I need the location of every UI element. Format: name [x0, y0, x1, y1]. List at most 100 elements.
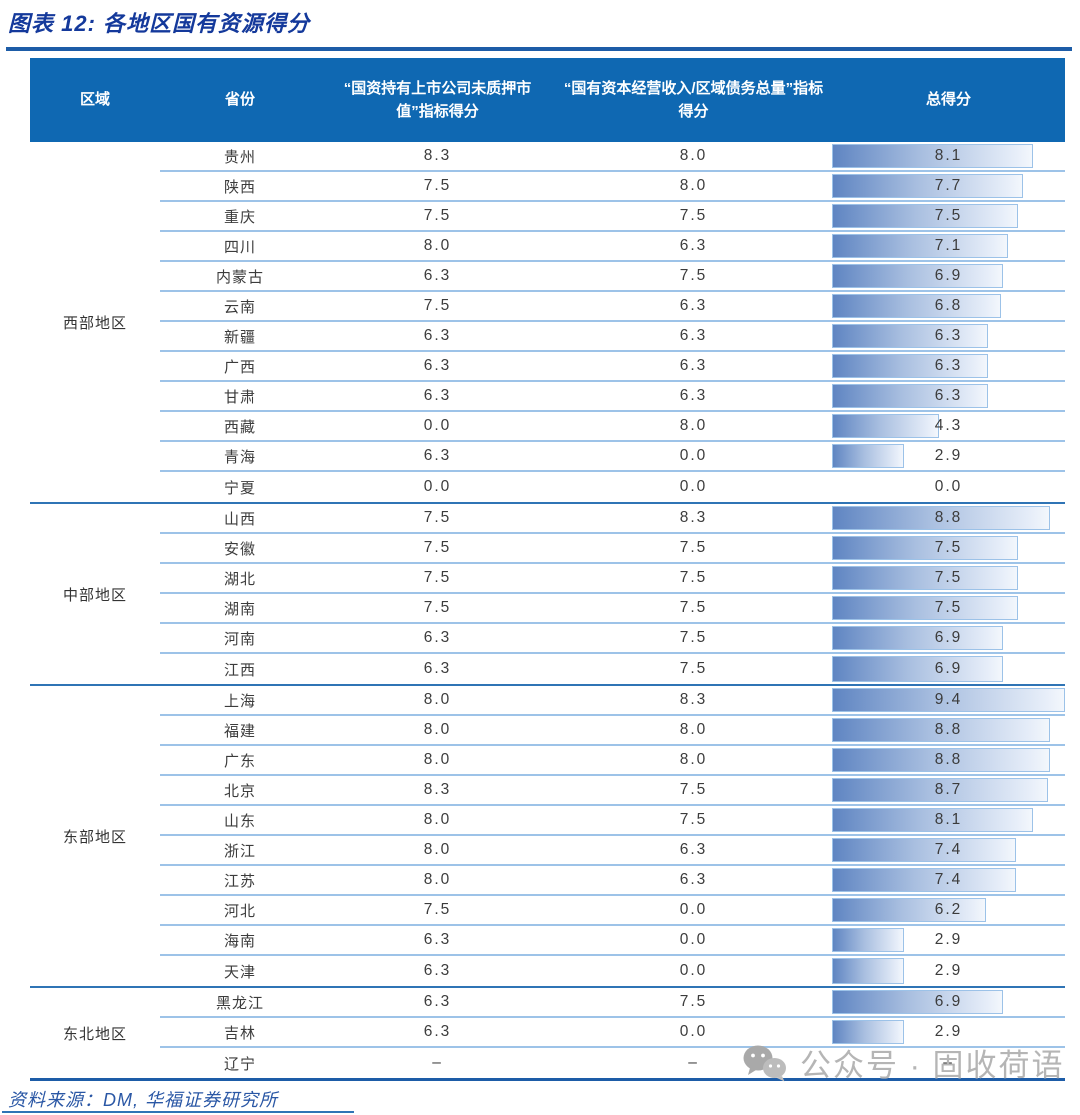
score2-cell: 8.0 [679, 177, 708, 194]
score1-cell: 8.3 [423, 147, 452, 164]
table-row: 湖南 7.5 7.5 7.5 [160, 594, 1065, 624]
score2-cell: 7.5 [679, 993, 708, 1010]
total-score-bar [832, 748, 1051, 772]
score1-cell: 7.5 [423, 569, 452, 586]
score2-cell: 6.3 [679, 841, 708, 858]
total-score-bar [832, 144, 1033, 168]
region-rows: 上海 8.0 8.3 9.4 福建 8.0 8.0 8.8 广东 8.0 8.0… [160, 686, 1065, 986]
score1-cell: 6.3 [423, 267, 452, 284]
score2-cell: 7.5 [679, 539, 708, 556]
province-cell: 四川 [223, 238, 256, 256]
table-header-row: 区域 省份 “国资持有上市公司未质押市值”指标得分 “国有资本经营收入/区域债务… [30, 58, 1065, 142]
total-value: 8.1 [934, 147, 963, 164]
score1-cell: 7.5 [423, 901, 452, 918]
total-value: 6.3 [934, 387, 963, 404]
header-total: 总得分 [925, 91, 971, 109]
table-row: 江西 6.3 7.5 6.9 [160, 654, 1065, 684]
score1-cell: 7.5 [423, 177, 452, 194]
total-value: 2.9 [934, 447, 963, 464]
table-row: 西藏 0.0 8.0 4.3 [160, 412, 1065, 442]
score2-cell: 0.0 [679, 931, 708, 948]
total-value: 7.5 [934, 539, 963, 556]
total-score-bar [832, 444, 904, 468]
total-score-bar [832, 324, 989, 348]
total-cell: 6.8 [832, 292, 1065, 320]
region-rows: 贵州 8.3 8.0 8.1 陕西 7.5 8.0 7.7 重庆 7.5 7.5… [160, 142, 1065, 502]
total-cell: 6.9 [832, 654, 1065, 684]
total-cell: 8.1 [832, 806, 1065, 834]
province-cell: 陕西 [223, 178, 256, 196]
score1-cell: 8.0 [423, 841, 452, 858]
total-value: 6.3 [934, 327, 963, 344]
total-value: 6.9 [934, 629, 963, 646]
score2-cell: 6.3 [679, 327, 708, 344]
province-cell: 福建 [223, 722, 256, 740]
total-score-bar [832, 718, 1051, 742]
total-value: 8.8 [934, 751, 963, 768]
total-score-bar [832, 234, 1009, 258]
score2-cell: 7.5 [679, 599, 708, 616]
table-row: 宁夏 0.0 0.0 0.0 [160, 472, 1065, 502]
header-score1: “国资持有上市公司未质押市值”指标得分 [343, 79, 532, 120]
table-row: 海南 6.3 0.0 2.9 [160, 926, 1065, 956]
table-row: 福建 8.0 8.0 8.8 [160, 716, 1065, 746]
score1-cell: 6.3 [423, 629, 452, 646]
province-cell: 河北 [223, 902, 256, 920]
total-score-bar [832, 778, 1048, 802]
header-score2: “国有资本经营收入/区域债务总量”指标得分 [563, 79, 824, 120]
total-score-bar [832, 536, 1018, 560]
total-cell: 8.8 [832, 746, 1065, 774]
total-value: 6.9 [934, 267, 963, 284]
score2-cell: 7.5 [679, 781, 708, 798]
score2-cell: 8.0 [679, 417, 708, 434]
score1-cell: 8.0 [423, 721, 452, 738]
total-cell: 6.9 [832, 262, 1065, 290]
score1-cell: 6.3 [423, 1023, 452, 1040]
score2-cell: – [688, 1054, 699, 1071]
province-cell: 湖南 [223, 600, 256, 618]
watermark-text: 公众号 · 固收荷语 [800, 1048, 1065, 1083]
province-cell: 江西 [223, 661, 256, 679]
total-value: 0.0 [934, 478, 963, 495]
table-row: 青海 6.3 0.0 2.9 [160, 442, 1065, 472]
score2-cell: 8.0 [679, 751, 708, 768]
score1-cell: 6.3 [423, 357, 452, 374]
table-row: 湖北 7.5 7.5 7.5 [160, 564, 1065, 594]
table-row: 辽宁 – – – [160, 1048, 1065, 1078]
score1-cell: 0.0 [423, 417, 452, 434]
total-value: 7.4 [934, 871, 963, 888]
province-cell: 湖北 [223, 570, 256, 588]
province-cell: 上海 [223, 692, 256, 710]
province-cell: 浙江 [223, 842, 256, 860]
wechat-icon [743, 1045, 786, 1081]
total-value: 8.8 [934, 509, 963, 526]
province-cell: 北京 [223, 782, 256, 800]
score1-cell: 6.3 [423, 327, 452, 344]
score2-cell: 7.5 [679, 660, 708, 677]
total-score-bar [832, 990, 1004, 1014]
province-cell: 宁夏 [223, 479, 256, 497]
score1-cell: 6.3 [423, 962, 452, 979]
total-value: 6.3 [934, 357, 963, 374]
total-value: 2.9 [934, 962, 963, 979]
table-row: 天津 6.3 0.0 2.9 [160, 956, 1065, 986]
table-body: 西部地区 贵州 8.3 8.0 8.1 陕西 7.5 8.0 7.7 重庆 7.… [30, 142, 1065, 1078]
total-value: 6.9 [934, 660, 963, 677]
total-value: 8.7 [934, 781, 963, 798]
region-label: 东部地区 [62, 828, 127, 846]
score2-cell: 0.0 [679, 901, 708, 918]
score2-cell: 8.3 [679, 509, 708, 526]
table-row: 云南 7.5 6.3 6.8 [160, 292, 1065, 322]
score1-cell: 0.0 [423, 478, 452, 495]
total-cell: 6.3 [832, 382, 1065, 410]
total-score-bar [832, 868, 1016, 892]
region-label: 东北地区 [62, 1025, 127, 1043]
table-row: 新疆 6.3 6.3 6.3 [160, 322, 1065, 352]
score2-cell: 6.3 [679, 297, 708, 314]
score2-cell: 6.3 [679, 237, 708, 254]
score1-cell: 6.3 [423, 660, 452, 677]
province-cell: 重庆 [223, 208, 256, 226]
table-row: 重庆 7.5 7.5 7.5 [160, 202, 1065, 232]
total-score-bar [832, 596, 1018, 620]
figure-title: 图表 12: 各地区国有资源得分 [8, 11, 311, 36]
